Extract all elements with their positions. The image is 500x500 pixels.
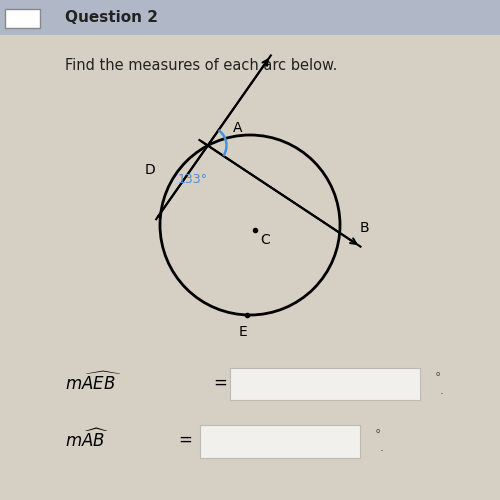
Text: Find the measures of each arc below.: Find the measures of each arc below. (65, 58, 338, 72)
FancyBboxPatch shape (200, 425, 360, 458)
Text: .: . (440, 384, 444, 396)
Text: Question 2: Question 2 (65, 10, 158, 25)
Text: °: ° (435, 371, 442, 384)
Text: A: A (233, 121, 242, 135)
Text: =: = (178, 431, 192, 449)
Text: .: . (380, 441, 384, 454)
Text: °: ° (375, 428, 382, 442)
Text: $m\widehat{AB}$: $m\widehat{AB}$ (65, 428, 108, 452)
Text: C: C (260, 232, 270, 246)
Text: D: D (144, 163, 155, 177)
Text: 133°: 133° (178, 173, 208, 186)
Text: E: E (238, 325, 247, 339)
Text: =: = (213, 374, 227, 392)
FancyBboxPatch shape (230, 368, 420, 400)
Text: $m\widehat{AEB}$: $m\widehat{AEB}$ (65, 372, 121, 394)
FancyBboxPatch shape (0, 0, 500, 35)
Text: B: B (360, 220, 370, 234)
FancyBboxPatch shape (5, 8, 40, 28)
